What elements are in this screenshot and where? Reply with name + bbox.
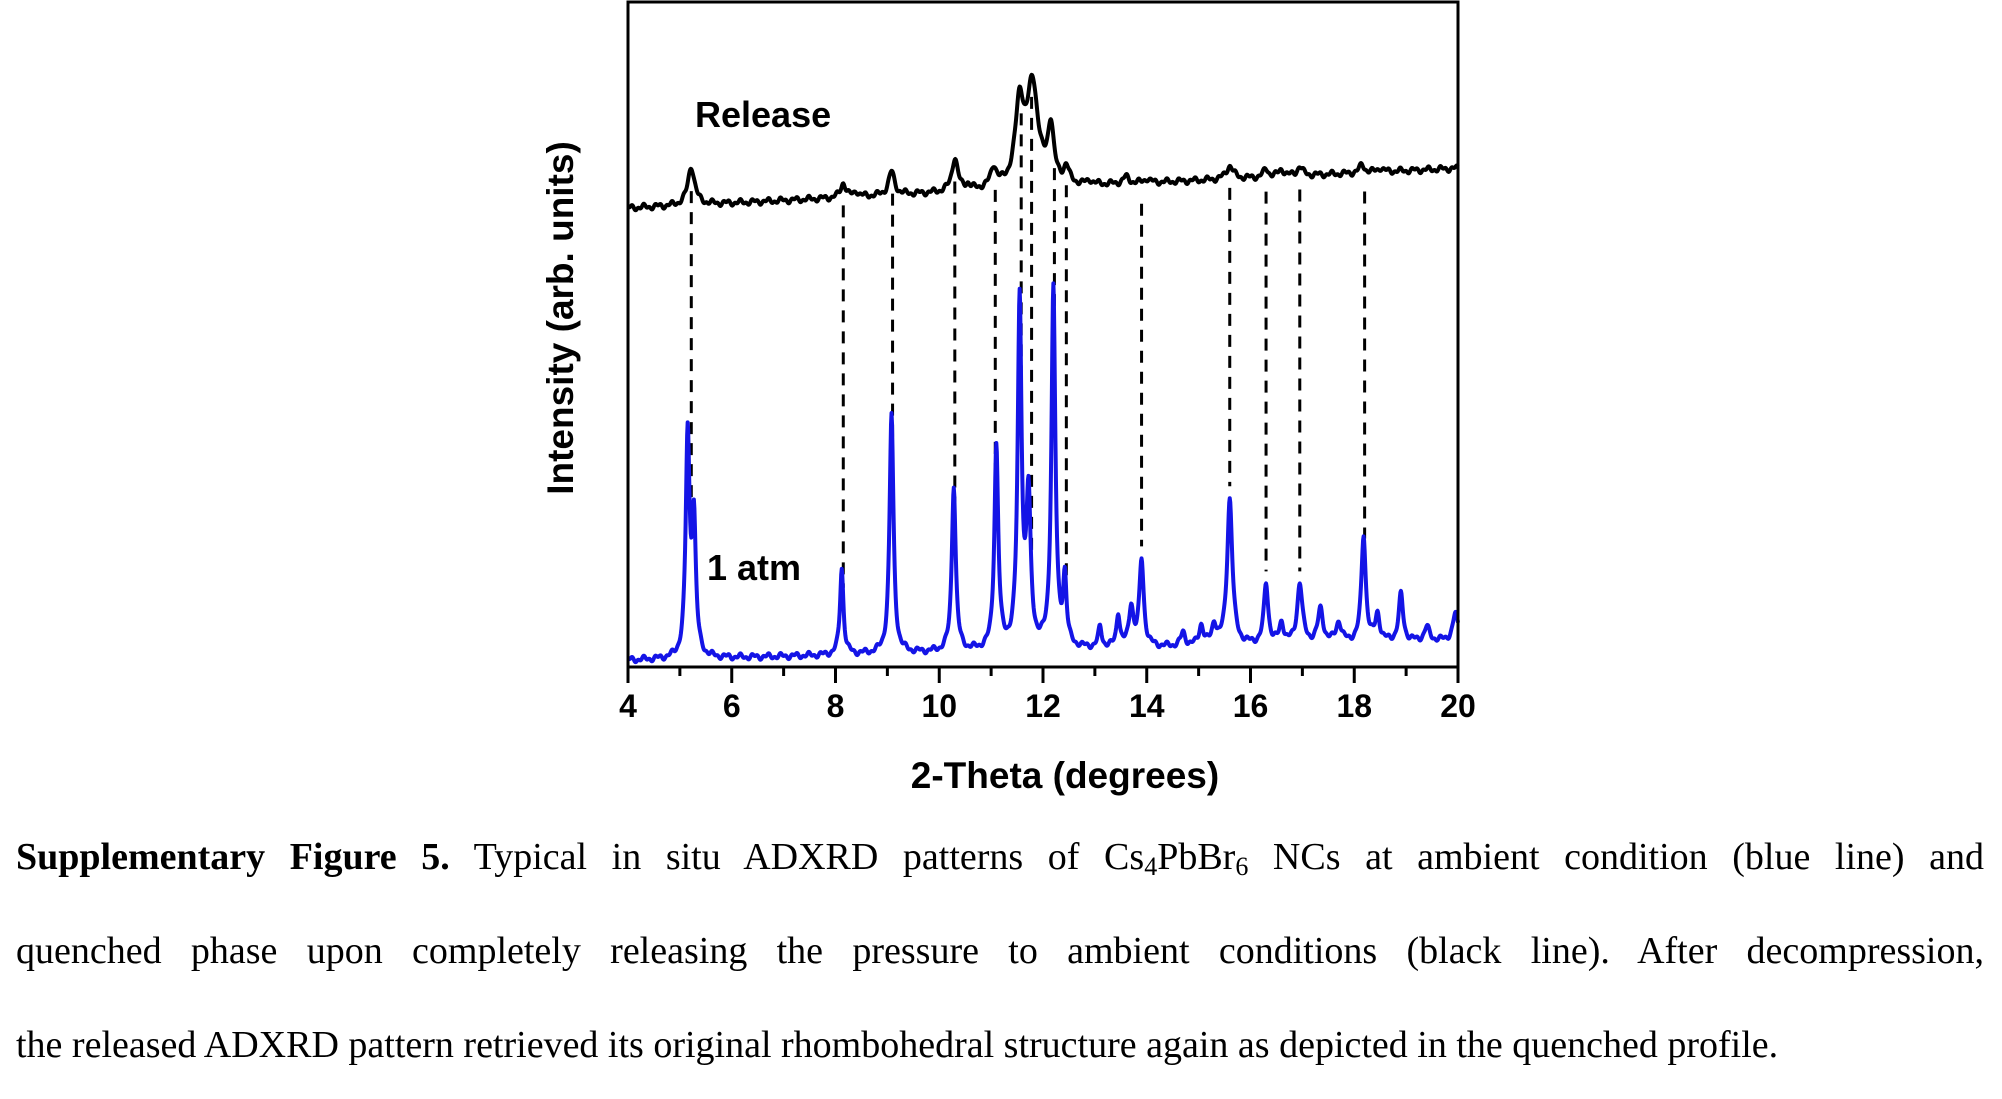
x-tick-label-1: 6 [723,688,741,724]
caption-subscript-4: 4 [1144,852,1158,881]
caption-subscript-6: 6 [1235,852,1249,881]
x-tick-label-8: 20 [1440,688,1476,724]
caption-line-1: Supplementary Figure 5. Typical in situ … [16,810,1984,904]
x-tick-label-2: 8 [827,688,845,724]
x-tick-label-3: 10 [921,688,957,724]
caption-label: Supplementary Figure 5. [16,836,450,878]
caption-text-1a: Typical in situ ADXRD patterns of Cs [473,836,1145,878]
reference-lines [689,96,1367,588]
figure: 4 6 8 10 12 14 16 18 20 Release 1 atm 2-Theta (d… [540,0,1476,796]
series-line-1 [626,281,1460,665]
x-tick-label-4: 12 [1025,688,1061,724]
x-tick-label-0: 4 [619,688,637,724]
x-tick-label-7: 18 [1336,688,1372,724]
caption-text-1c: NCs at ambient condition (blue line) and [1272,836,1984,878]
x-axis-ticks: 4 6 8 10 12 14 16 18 20 [619,667,1476,724]
x-axis-title: 2-Theta (degrees) [911,755,1219,796]
series-layer [626,72,1460,665]
xrd-chart: 4 6 8 10 12 14 16 18 20 Release 1 atm 2-Theta (d… [540,0,1476,796]
figure-caption: Supplementary Figure 5. Typical in situ … [16,810,1984,1092]
x-tick-label-5: 14 [1129,688,1165,724]
x-tick-label-6: 16 [1233,688,1269,724]
series-label-1atm: 1 atm [707,547,801,588]
y-axis-title: Intensity (arb. units) [540,141,581,495]
series-label-release: Release [695,94,831,135]
caption-text-1b: PbBr [1157,836,1236,878]
caption-line-3: the released ADXRD pattern retrieved its… [16,1024,1779,1066]
caption-line-2: quenched phase upon completely releasing… [16,930,1984,972]
series-line-0 [626,72,1460,213]
